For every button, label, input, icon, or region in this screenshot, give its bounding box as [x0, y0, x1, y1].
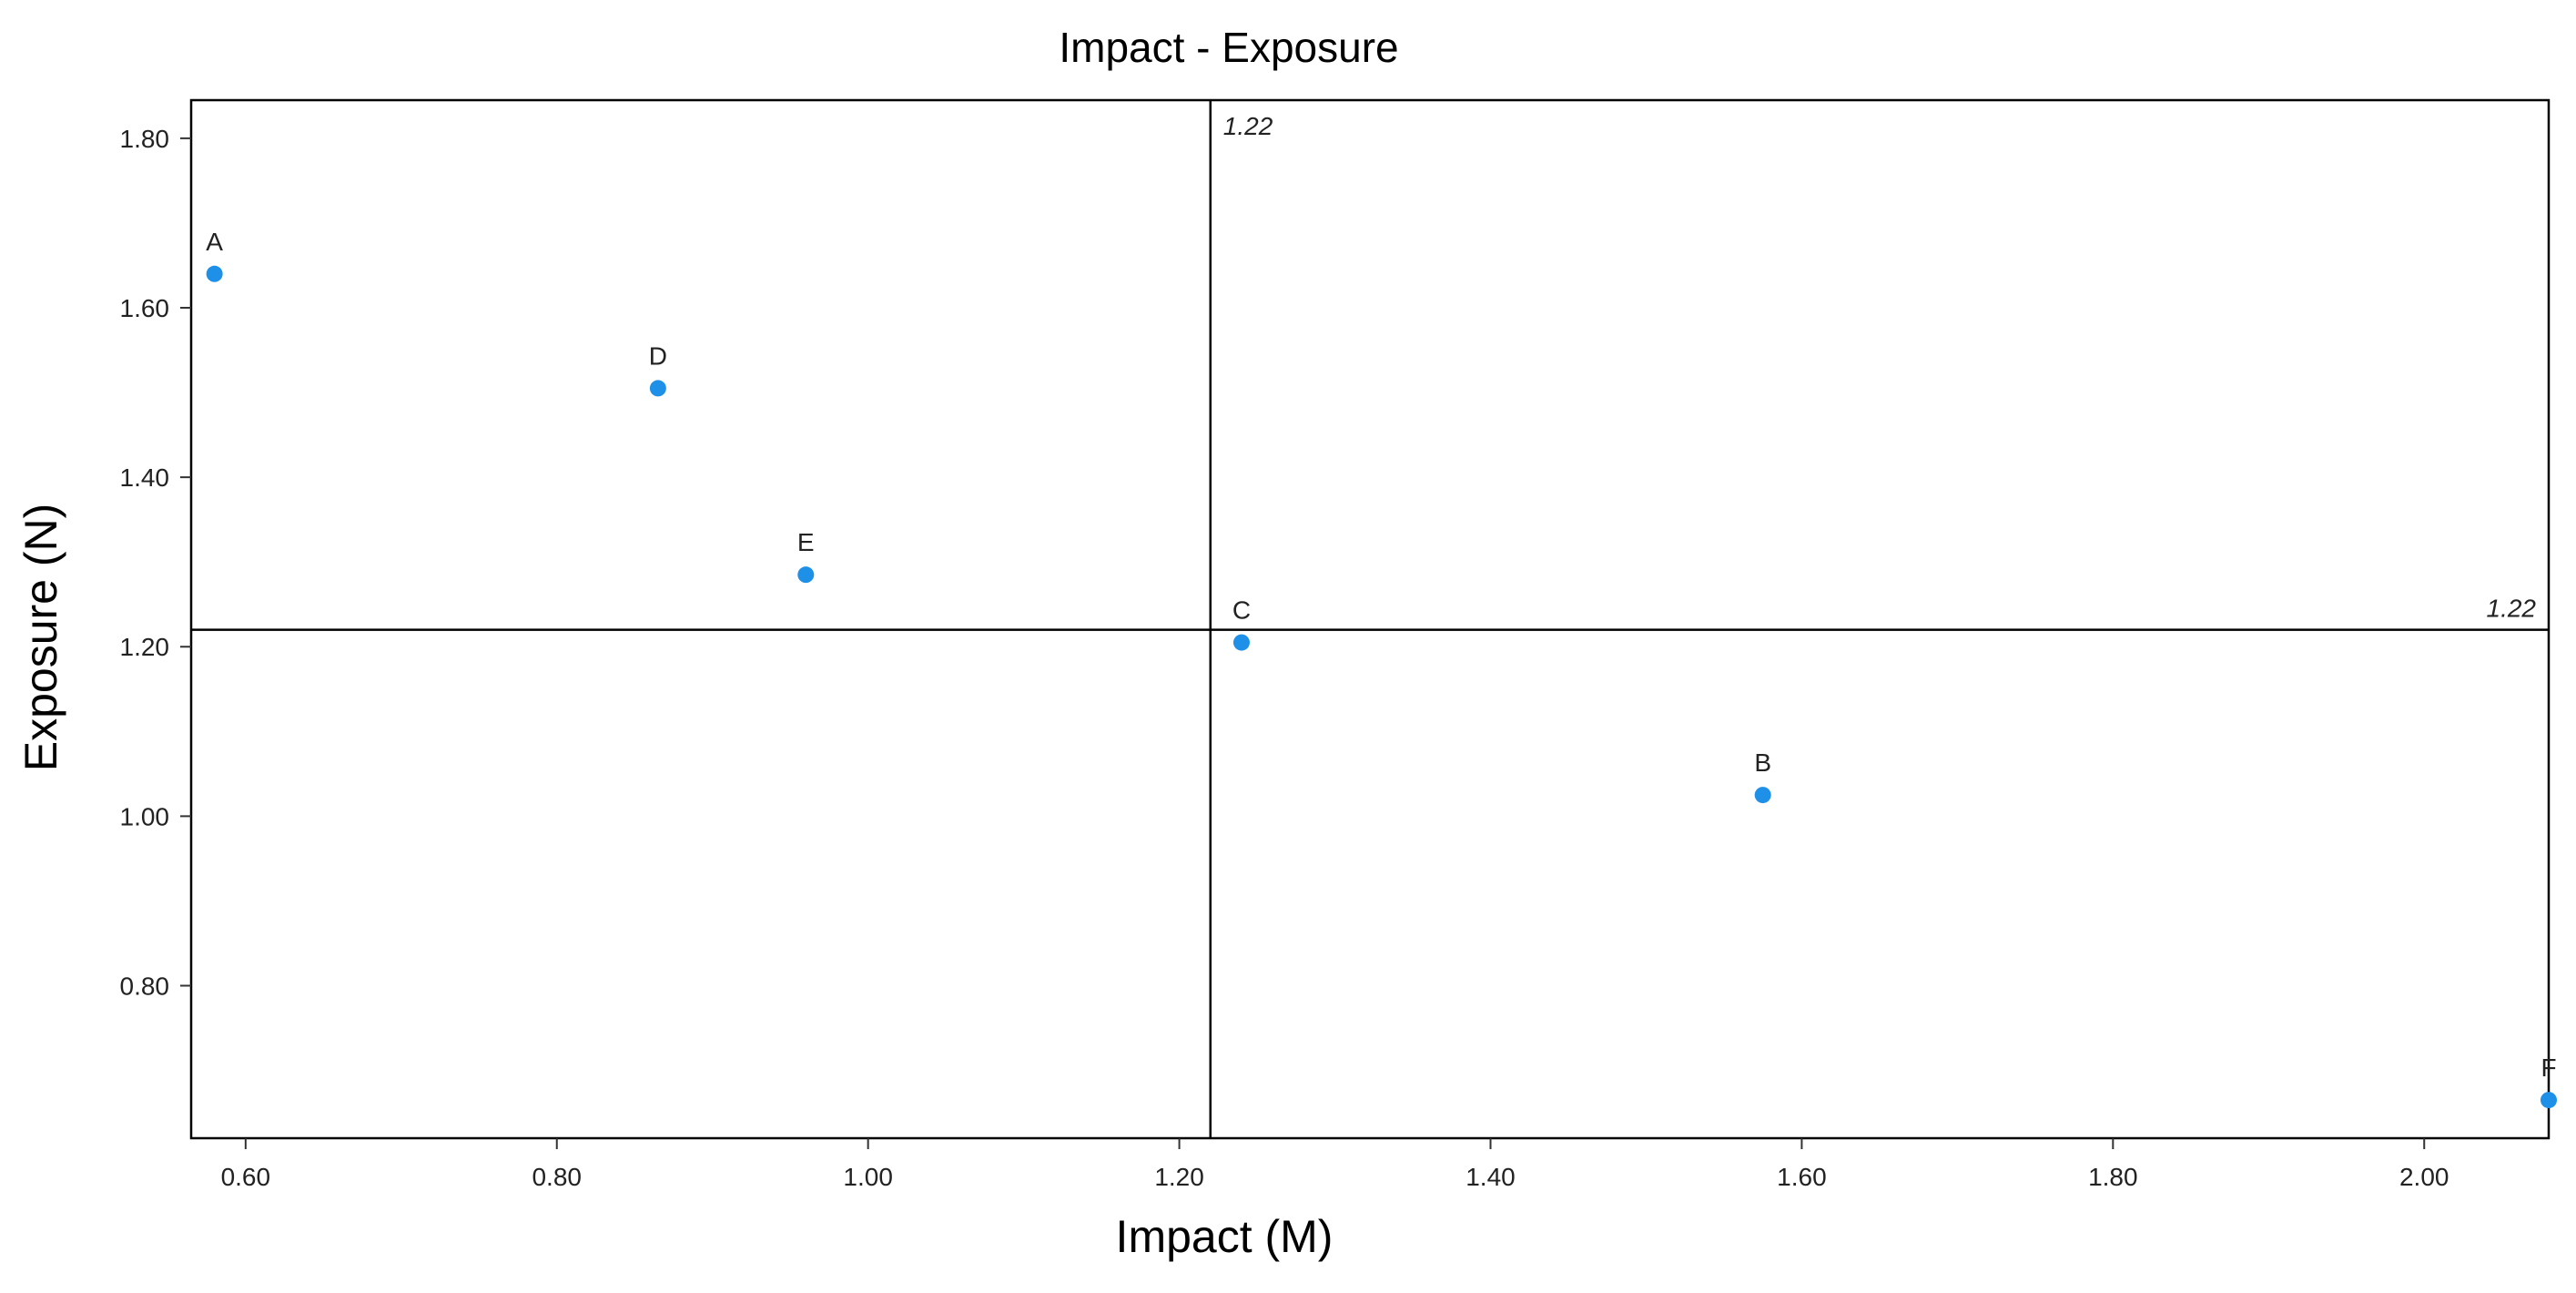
data-point-label-e: E — [797, 528, 815, 556]
x-tick-label: 1.60 — [1777, 1163, 1827, 1191]
y-tick-label: 1.60 — [120, 294, 170, 322]
data-point-label-f: F — [2541, 1054, 2556, 1082]
horizontal-reference-label: 1.22 — [2487, 595, 2537, 623]
data-point-label-d: D — [649, 341, 667, 370]
x-tick-label: 1.00 — [843, 1163, 893, 1191]
y-tick-label: 1.00 — [120, 802, 170, 830]
y-axis-label: Exposure (N) — [15, 504, 66, 772]
plot-area: 0.60 0.80 1.00 1.20 1.40 1.60 1.80 2.00 0.80 1.00… — [120, 98, 2557, 1191]
data-point-b — [1754, 787, 1771, 804]
x-tick-label: 2.00 — [2399, 1163, 2449, 1191]
x-axis-label: Impact (M) — [1116, 1211, 1334, 1262]
data-point-d — [649, 380, 666, 397]
x-tick-label: 1.40 — [1465, 1163, 1516, 1191]
y-tick-label: 1.40 — [120, 463, 170, 492]
plot-frame — [189, 98, 2551, 1140]
x-tick-label: 0.60 — [221, 1163, 271, 1191]
data-point-e — [797, 566, 815, 584]
data-point-f — [2541, 1092, 2557, 1109]
chart-title: Impact - Exposure — [1059, 24, 1398, 71]
vertical-reference-label: 1.22 — [1223, 112, 1273, 140]
x-tick-label: 1.80 — [2088, 1163, 2138, 1191]
data-point-label-a: A — [206, 228, 223, 256]
y-tick-label: 1.20 — [120, 633, 170, 661]
x-tick-label: 1.20 — [1154, 1163, 1204, 1191]
x-tick-label: 0.80 — [532, 1163, 582, 1191]
data-point-label-c: C — [1232, 596, 1251, 625]
data-point-label-b: B — [1754, 748, 1771, 777]
data-point-c — [1232, 634, 1250, 651]
data-point-a — [206, 265, 223, 282]
y-tick-label: 1.80 — [120, 125, 170, 153]
y-tick-label: 0.80 — [120, 972, 170, 1000]
